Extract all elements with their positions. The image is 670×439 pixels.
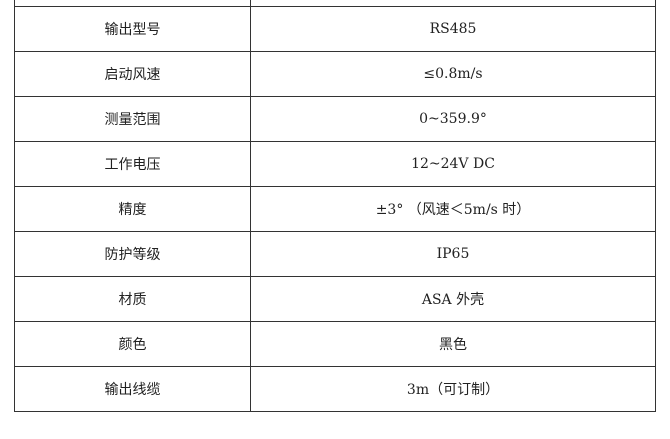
spec-label: 工作电压 — [14, 141, 251, 187]
spec-table: 输出型号 RS485 启动风速 ≤0.8m/s 测量范围 0~359.9° 工作电压 12~2… — [14, 0, 656, 412]
spec-value: ±3° （风速＜5m/s 时） — [250, 186, 656, 232]
spec-value: ≤0.8m/s — [250, 51, 656, 97]
table-row: 防护等级 IP65 — [14, 231, 656, 277]
spec-value: IP65 — [250, 231, 656, 277]
spec-label: 启动风速 — [14, 51, 251, 97]
table-row: 测量范围 0~359.9° — [14, 96, 656, 142]
spec-label: 测量范围 — [14, 96, 251, 142]
table-row: 材质 ASA 外壳 — [14, 276, 656, 322]
table-row: 输出型号 RS485 — [14, 6, 656, 52]
spec-value: 黑色 — [250, 321, 656, 367]
spec-label: 输出线缆 — [14, 366, 251, 412]
spec-value: ASA 外壳 — [250, 276, 656, 322]
table-row: 精度 ±3° （风速＜5m/s 时） — [14, 186, 656, 232]
table-row: 启动风速 ≤0.8m/s — [14, 51, 656, 97]
spec-label: 输出型号 — [14, 6, 251, 52]
spec-label: 材质 — [14, 276, 251, 322]
table-row: 输出线缆 3m（可订制） — [14, 366, 656, 412]
spec-value: 0~359.9° — [250, 96, 656, 142]
spec-value: 3m（可订制） — [250, 366, 656, 412]
spec-label: 防护等级 — [14, 231, 251, 277]
spec-value: RS485 — [250, 6, 656, 52]
spec-label: 精度 — [14, 186, 251, 232]
spec-value: 12~24V DC — [250, 141, 656, 187]
spec-label: 颜色 — [14, 321, 251, 367]
table-row: 工作电压 12~24V DC — [14, 141, 656, 187]
table-row: 颜色 黑色 — [14, 321, 656, 367]
